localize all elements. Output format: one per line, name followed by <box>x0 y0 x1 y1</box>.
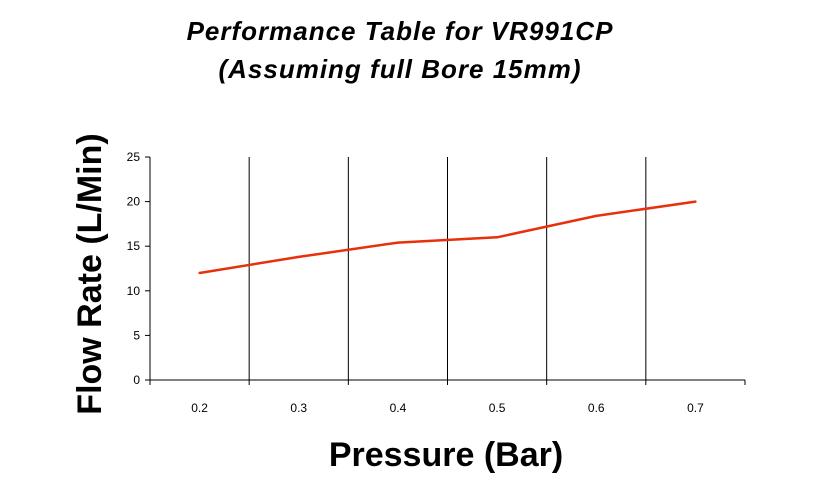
series-line <box>199 200 696 275</box>
tick-labels: 0 5 10 15 20 25 0.2 0.3 0.4 0.5 0.6 0.7 <box>127 150 704 415</box>
x-tick-label: 0.4 <box>390 401 407 415</box>
data-point <box>198 271 201 275</box>
x-tick-label: 0.2 <box>191 401 208 415</box>
y-tick-label: 0 <box>133 373 140 387</box>
y-tick-label: 20 <box>127 195 141 209</box>
x-tick-label: 0.3 <box>290 401 307 415</box>
grid-lines <box>248 157 647 380</box>
data-point <box>396 241 400 244</box>
x-axis-title: Pressure (Bar) <box>329 436 563 474</box>
chart-subtitle: (Assuming full Bore 15mm) <box>218 54 582 84</box>
y-axis-title: Flow Rate (L/Min) <box>71 133 109 414</box>
y-tick-label: 25 <box>127 150 141 164</box>
series-line-group <box>198 200 697 275</box>
x-tick-label: 0.5 <box>489 401 506 415</box>
x-tick-label: 0.7 <box>687 401 704 415</box>
data-point <box>595 214 598 218</box>
x-tick-label: 0.6 <box>588 401 605 415</box>
data-point <box>694 200 697 203</box>
chart-title: Performance Table for VR991CP <box>186 16 614 46</box>
y-tick-label: 5 <box>133 328 140 342</box>
data-point <box>495 236 499 239</box>
axes <box>145 156 746 385</box>
y-tick-label: 15 <box>127 239 141 253</box>
y-tick-label: 10 <box>127 284 141 298</box>
data-point <box>297 255 300 259</box>
